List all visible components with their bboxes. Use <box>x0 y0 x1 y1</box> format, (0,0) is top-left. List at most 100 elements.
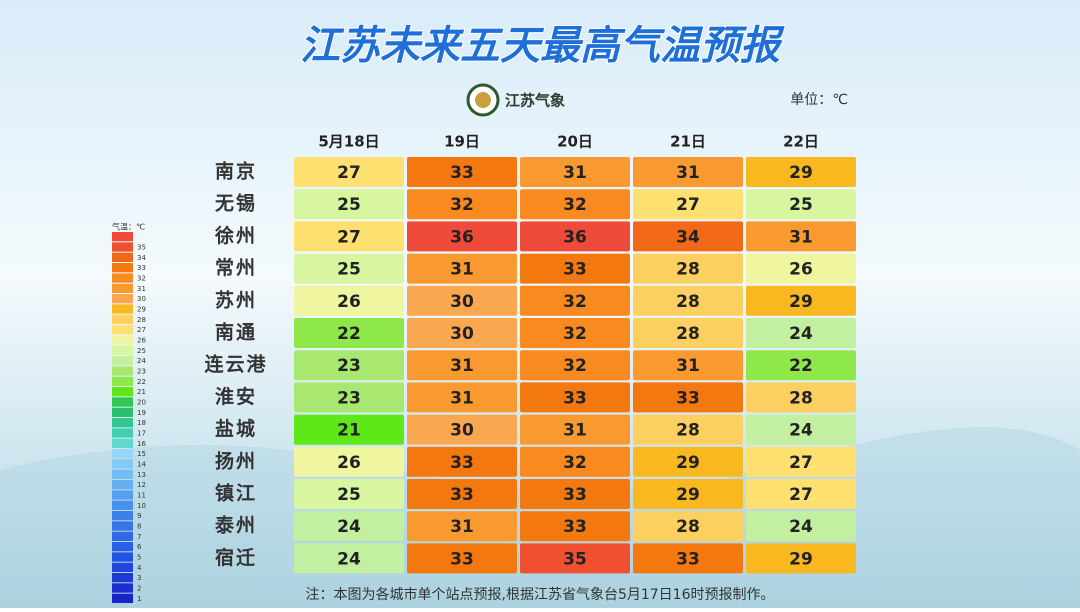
legend-swatch <box>112 490 133 500</box>
legend-swatch <box>112 376 133 386</box>
legend-swatch <box>112 438 133 448</box>
cell <box>633 382 743 413</box>
cell <box>633 253 743 284</box>
cell-value: 25 <box>789 195 813 215</box>
cell <box>407 543 517 574</box>
legend-swatch <box>112 593 133 603</box>
cell-value: 33 <box>676 388 700 408</box>
cell-value: 31 <box>563 163 587 183</box>
cell <box>633 189 743 220</box>
cell-value: 31 <box>450 517 474 537</box>
city: 常州 <box>215 256 257 279</box>
cell <box>746 285 856 316</box>
legend-swatch <box>112 356 133 366</box>
legend-swatch <box>112 428 133 438</box>
cell <box>520 318 630 348</box>
legend-swatch <box>112 583 133 593</box>
legend-swatch <box>112 511 133 521</box>
cell <box>746 318 856 348</box>
legend-swatch <box>112 345 133 355</box>
legend-label: 29 <box>137 306 146 314</box>
cell <box>294 350 404 381</box>
cell <box>407 318 517 348</box>
cell-value: 31 <box>789 227 813 247</box>
cell <box>294 318 404 348</box>
legend-swatch <box>112 449 133 459</box>
city: 无锡 <box>215 192 257 215</box>
legend-swatch <box>112 500 133 510</box>
legend-label: 31 <box>137 285 146 293</box>
cell <box>294 253 404 284</box>
title: 江苏未来五天最高气温预报 <box>300 23 785 69</box>
cell-value: 24 <box>337 549 361 569</box>
city: 盐城 <box>215 417 257 440</box>
legend-swatch <box>112 397 133 407</box>
legend-swatch <box>112 273 133 283</box>
legend-swatch <box>112 418 133 428</box>
cell-value: 33 <box>563 517 587 537</box>
cell <box>746 157 856 187</box>
cell <box>746 446 856 477</box>
cell-value: 28 <box>789 388 813 408</box>
cell-value: 27 <box>337 163 361 183</box>
cell <box>633 446 743 477</box>
cell <box>520 414 630 445</box>
legend-label: 27 <box>137 326 146 334</box>
cell <box>407 479 517 509</box>
cell-value: 32 <box>563 453 587 473</box>
city: 南京 <box>215 160 257 183</box>
legend-label: 7 <box>137 533 141 541</box>
legend-swatch <box>112 573 133 583</box>
city: 连云港 <box>204 353 267 376</box>
cell <box>633 479 743 509</box>
legend-swatch <box>112 469 133 479</box>
cell-value: 32 <box>563 292 587 312</box>
city: 徐州 <box>214 224 257 247</box>
legend-label: 12 <box>137 481 146 489</box>
cell-value: 23 <box>337 356 361 376</box>
cell-value: 36 <box>563 227 587 247</box>
legend-label: 19 <box>137 409 146 417</box>
cell-value: 24 <box>337 517 361 537</box>
cell <box>294 543 404 574</box>
cell-value: 31 <box>450 356 474 376</box>
cell <box>746 479 856 509</box>
cell-value: 28 <box>676 260 700 280</box>
cell-value: 32 <box>450 195 474 215</box>
unit: 单位：℃ <box>790 92 848 108</box>
legend-swatch <box>112 459 133 469</box>
legend-label: 1 <box>137 595 141 603</box>
legend-label: 9 <box>137 512 141 520</box>
cell <box>407 157 517 187</box>
cell <box>294 511 404 542</box>
legend-label: 34 <box>137 254 146 262</box>
legend-label: 3 <box>137 574 141 582</box>
cell-value: 33 <box>563 260 587 280</box>
cell <box>746 511 856 542</box>
legend-swatch <box>112 407 133 417</box>
cell <box>520 221 630 252</box>
legend-swatch <box>112 552 133 562</box>
cell <box>294 479 404 509</box>
cell <box>520 189 630 220</box>
legend-label: 33 <box>137 264 146 272</box>
cell <box>407 285 517 316</box>
cell <box>633 221 743 252</box>
cell <box>633 285 743 316</box>
legend-swatch <box>112 562 133 572</box>
cell <box>520 285 630 316</box>
logo-text: 江苏气象 <box>505 92 565 110</box>
cell <box>746 189 856 220</box>
legend-swatch <box>112 387 133 397</box>
legend-swatch <box>112 232 133 242</box>
cell <box>294 382 404 413</box>
cell-value: 25 <box>337 485 361 505</box>
legend-swatch <box>112 314 133 324</box>
cell <box>294 157 404 187</box>
cell <box>294 414 404 445</box>
cell-value: 22 <box>789 356 813 376</box>
cell-value: 21 <box>337 421 361 441</box>
column-header: 20日 <box>557 133 593 151</box>
legend-label: 35 <box>137 244 146 252</box>
